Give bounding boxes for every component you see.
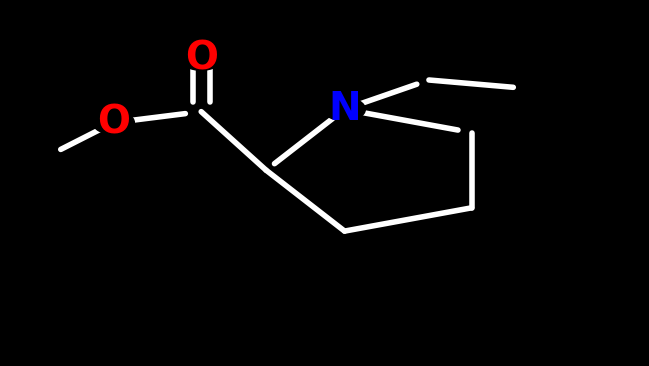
Text: O: O: [185, 40, 217, 78]
Circle shape: [180, 47, 222, 70]
Text: N: N: [328, 90, 361, 128]
Text: O: O: [97, 104, 130, 142]
Circle shape: [324, 98, 365, 121]
Circle shape: [93, 111, 134, 134]
